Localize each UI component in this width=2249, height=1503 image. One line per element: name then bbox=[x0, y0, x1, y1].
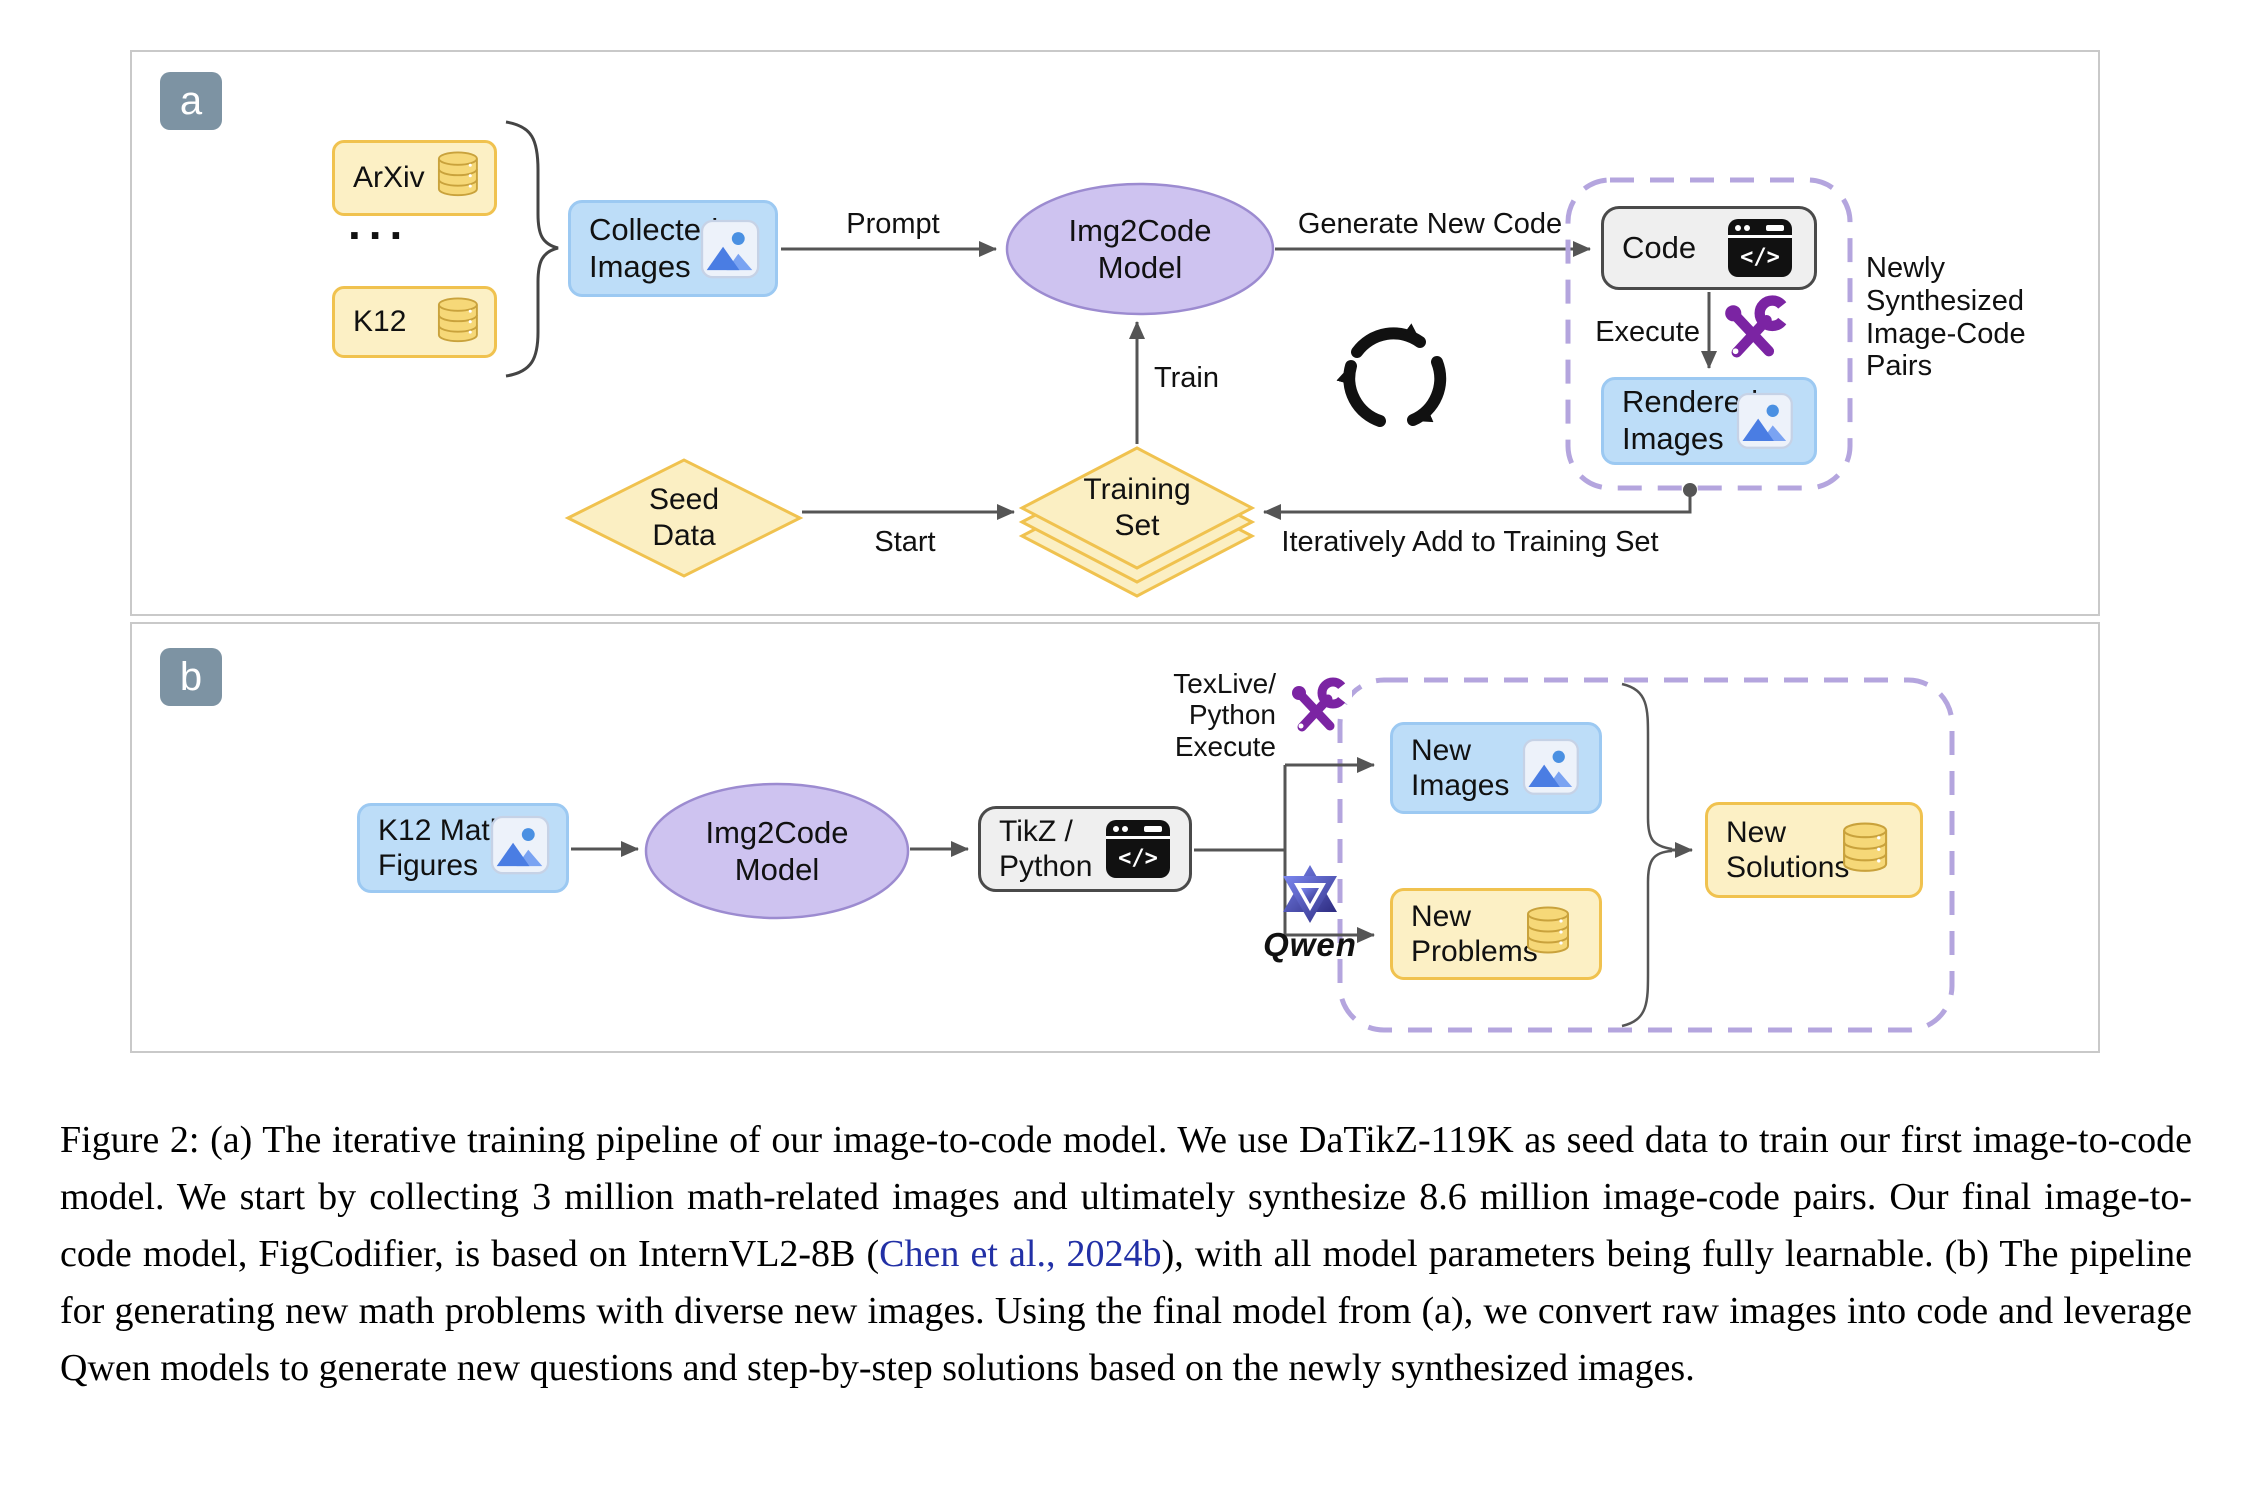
figure-caption: Figure 2: (a) The iterative training pip… bbox=[60, 1112, 2192, 1397]
img2code-model-a-label: Img2Code Model bbox=[1068, 213, 1212, 286]
caption-text: Figure 2: (a) The iterative training pip… bbox=[60, 1119, 2192, 1275]
prompt-label: Prompt bbox=[846, 208, 940, 240]
code-box: Code bbox=[1601, 206, 1817, 290]
k12-label: K12 bbox=[353, 305, 407, 339]
new-images-box: New Images bbox=[1390, 722, 1602, 814]
new-problems-box: New Problems bbox=[1390, 888, 1602, 980]
rendered-images-label: Rendered Images bbox=[1622, 384, 1759, 456]
seed-data-label: Seed Data bbox=[648, 483, 720, 552]
k12-source-box: K12 bbox=[332, 286, 497, 358]
k12-math-figures-box: K12 Math Figures bbox=[357, 803, 569, 893]
panel-a-badge: a bbox=[160, 72, 222, 130]
tikz-python-label: TikZ / Python bbox=[999, 814, 1093, 883]
newly-synthesized-label: Newly Synthesized Image-Code Pairs bbox=[1866, 252, 2026, 383]
k12-math-figures-label: K12 Math Figures bbox=[378, 813, 507, 882]
img2code-model-b-label: Img2Code Model bbox=[705, 815, 849, 888]
panel-b-badge-label: b bbox=[179, 654, 203, 699]
new-problems-label: New Problems bbox=[1411, 899, 1538, 968]
qwen-label: Qwen bbox=[1263, 926, 1357, 963]
sources-ellipsis: ... bbox=[348, 197, 411, 249]
code-label: Code bbox=[1622, 229, 1697, 265]
panel-a-badge-label: a bbox=[179, 78, 203, 123]
collected-images-box: Collected Images bbox=[568, 200, 778, 297]
arxiv-label: ArXiv bbox=[353, 161, 425, 195]
iteratively-add-label: Iteratively Add to Training Set bbox=[1281, 526, 1659, 558]
new-images-label: New Images bbox=[1411, 733, 1510, 802]
new-solutions-box: New Solutions bbox=[1705, 802, 1923, 898]
caption-citation-link[interactable]: Chen et al., 2024b bbox=[879, 1233, 1162, 1275]
texlive-execute-label: TexLive/ Python Execute bbox=[1173, 668, 1276, 762]
panel-b-badge: b bbox=[160, 648, 222, 706]
train-label: Train bbox=[1154, 362, 1219, 394]
collected-images-label: Collected Images bbox=[589, 211, 719, 284]
execute-label: Execute bbox=[1595, 316, 1700, 348]
tikz-python-box: TikZ / Python bbox=[978, 806, 1192, 892]
rendered-images-box: Rendered Images bbox=[1601, 377, 1817, 465]
caption-text: ), with all model parameters being fully… bbox=[60, 1233, 2193, 1389]
new-solutions-label: New Solutions bbox=[1726, 815, 1850, 884]
training-set-label: Training Set bbox=[1083, 473, 1191, 542]
generate-new-code-label: Generate New Code bbox=[1297, 208, 1563, 240]
start-label: Start bbox=[874, 526, 936, 558]
